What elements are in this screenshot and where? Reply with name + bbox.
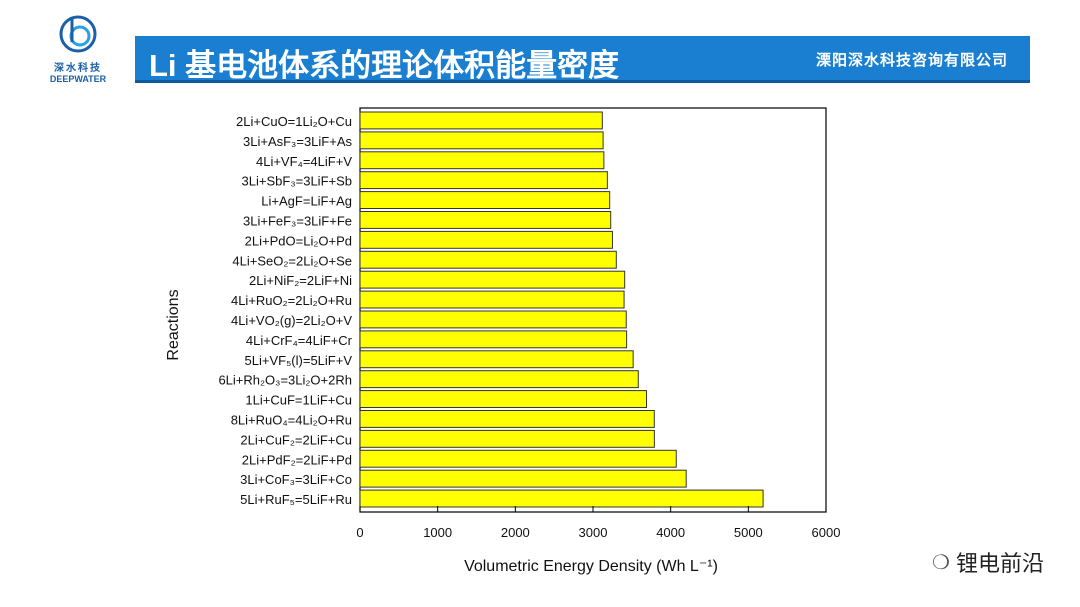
bar	[359, 230, 613, 249]
category-label: 5Li+RuF₅=5LiF+Ru	[240, 492, 352, 507]
bar	[359, 131, 604, 150]
category-label: 8Li+RuO₄=4Li₂O+Ru	[231, 412, 352, 427]
bar	[359, 310, 627, 329]
bar	[359, 429, 655, 448]
x-tick-label: 0	[356, 525, 363, 540]
category-label: 4Li+VF₄=4LiF+V	[256, 154, 352, 169]
bar	[359, 290, 625, 309]
x-tick-label: 3000	[579, 525, 608, 540]
bar	[359, 489, 764, 508]
category-label: 2Li+CuO=1Li₂O+Cu	[236, 114, 352, 129]
watermark: ❍ 锂电前沿	[932, 546, 1044, 578]
category-label: 5Li+VF₅(l)=5LiF+V	[245, 353, 353, 368]
watermark-text: 锂电前沿	[955, 551, 1044, 576]
bar	[359, 171, 608, 190]
bar	[359, 469, 687, 488]
x-tick-label: 2000	[501, 525, 530, 540]
category-label: Li+AgF=LiF+Ag	[261, 194, 352, 209]
bar	[359, 250, 617, 269]
category-label: 4Li+RuO₂=2Li₂O+Ru	[231, 293, 352, 308]
bar	[359, 151, 605, 170]
deepwater-logo: 深水科技 DEEPWATER	[38, 14, 118, 84]
category-label: 3Li+CoF₃=3LiF+Co	[240, 472, 352, 487]
logo-text-cn: 深水科技	[54, 63, 102, 74]
category-label: 4Li+CrF₄=4LiF+Cr	[246, 333, 353, 348]
x-axis-label: Volumetric Energy Density (Wh L⁻¹)	[464, 558, 718, 575]
bar	[359, 410, 655, 428]
wechat-icon: ❍	[932, 551, 950, 574]
bar	[359, 270, 626, 289]
category-label: 1Li+CuF=1LiF+Cu	[245, 393, 352, 408]
title-bar: Li 基电池体系的理论体积能量密度 溧阳深水科技咨询有限公司	[135, 36, 1030, 83]
bar	[359, 330, 628, 349]
slide-title: Li 基电池体系的理论体积能量密度	[149, 48, 620, 83]
x-tick-label: 1000	[423, 525, 452, 540]
x-tick-label: 6000	[812, 525, 841, 540]
category-label: 2Li+PdO=Li₂O+Pd	[245, 233, 352, 248]
bar	[359, 111, 603, 130]
x-tick-label: 4000	[656, 525, 685, 540]
category-label: 4Li+SeO₂=2Li₂O+Se	[232, 253, 352, 268]
bar	[359, 390, 648, 409]
category-label: 2Li+CuF₂=2LiF+Cu	[240, 432, 352, 447]
bar	[359, 350, 634, 369]
logo-icon	[59, 15, 97, 53]
bar	[359, 191, 611, 210]
category-label: 3Li+SbF₃=3LiF+Sb	[242, 174, 352, 189]
category-label: 3Li+FeF₃=3LiF+Fe	[243, 213, 352, 228]
bar	[359, 370, 639, 389]
category-label: 6Li+Rh₂O₃=3Li₂O+2Rh	[218, 373, 352, 388]
company-name: 溧阳深水科技咨询有限公司	[815, 52, 1008, 69]
category-label: 2Li+NiF₂=2LiF+Ni	[249, 273, 352, 288]
x-tick-label: 5000	[734, 525, 763, 540]
category-label: 4Li+VO₂(g)=2Li₂O+V	[231, 313, 352, 328]
bar	[359, 449, 677, 468]
bar	[359, 211, 612, 229]
category-label: 2Li+PdF₂=2LiF+Pd	[242, 452, 352, 467]
y-axis-label: Reactions	[165, 289, 182, 360]
logo-text-en: DEEPWATER	[49, 74, 107, 84]
category-label: 3Li+AsF₃=3LiF+As	[243, 134, 352, 149]
